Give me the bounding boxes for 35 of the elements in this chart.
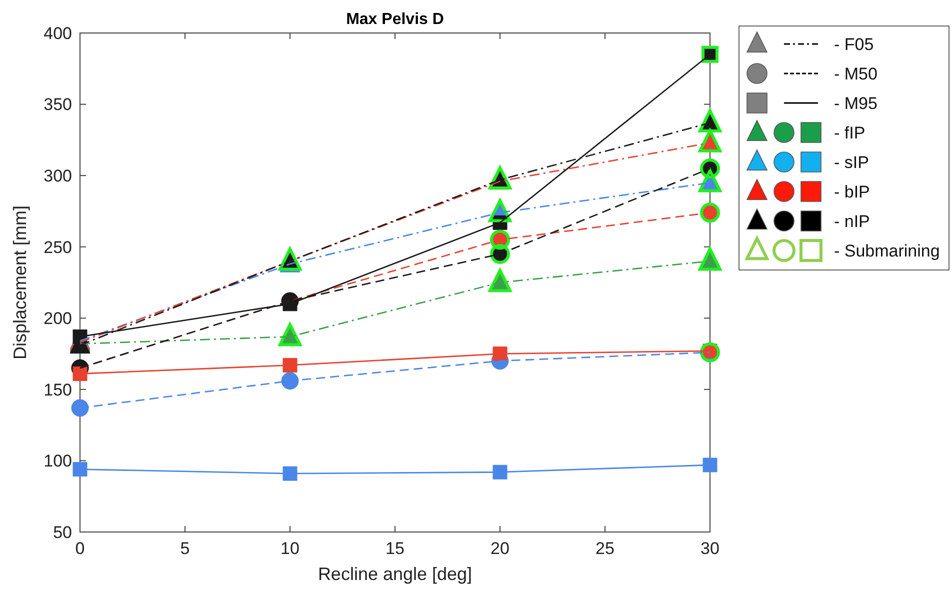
text: - sIP [834, 152, 869, 172]
y-tick-label: 350 [44, 95, 72, 114]
point [282, 358, 298, 372]
y-tick-label: 100 [44, 452, 72, 471]
chart-title: Max Pelvis D [346, 11, 444, 28]
x-tick-label: 30 [700, 539, 720, 558]
y-tick-label: 400 [44, 24, 72, 43]
point [71, 399, 89, 417]
point [702, 458, 718, 472]
text: - F05 [834, 34, 874, 54]
text: - M50 [834, 64, 878, 84]
point [492, 464, 508, 480]
y-axis-title: Displacement [mm] [10, 205, 30, 360]
x-tick-label: 20 [490, 539, 510, 558]
text: - M95 [834, 94, 878, 113]
x-tick-label: 10 [280, 539, 300, 558]
y-tick-label: 250 [44, 238, 72, 257]
x-tick-label: 25 [596, 539, 614, 558]
y-tick-label: 50 [53, 522, 72, 542]
point [281, 372, 299, 390]
text: - bIP [834, 182, 870, 202]
text: - nIP [834, 212, 870, 231]
text: - Submarining [834, 241, 940, 260]
text: - fIP [834, 123, 866, 142]
point [72, 366, 88, 381]
x-tick-label: 0 [75, 539, 85, 558]
y-tick-label: 150 [44, 380, 72, 400]
y-tick-label: 200 [44, 309, 72, 328]
point [282, 466, 298, 481]
y-tick-label: 300 [44, 166, 72, 186]
x-tick-label: 5 [180, 539, 190, 558]
x-tick-label: 15 [386, 539, 404, 558]
x-axis-title: Recline angle [deg] [318, 564, 472, 584]
point [72, 462, 88, 477]
point [492, 346, 508, 362]
